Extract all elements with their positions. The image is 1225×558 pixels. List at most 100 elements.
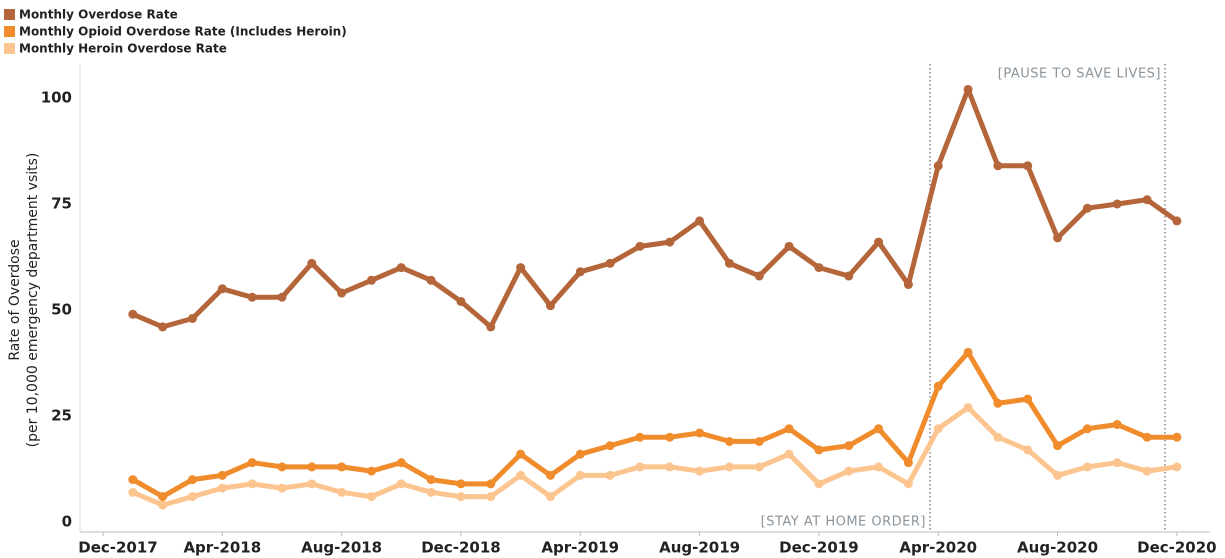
data-point — [844, 466, 854, 476]
data-point — [1082, 203, 1092, 213]
x-tick-label: Dec-2017 — [78, 539, 158, 557]
data-point — [247, 292, 257, 302]
data-point — [187, 492, 197, 502]
legend-swatch — [4, 43, 15, 54]
x-tick-label: Apr-2018 — [183, 539, 261, 557]
data-point — [516, 470, 526, 480]
data-point — [874, 237, 884, 247]
data-point — [426, 487, 436, 497]
data-point — [874, 424, 884, 434]
data-point — [575, 267, 585, 277]
y-tick-label: 75 — [51, 194, 72, 212]
data-point — [545, 301, 555, 311]
data-point — [784, 449, 794, 459]
data-point — [366, 492, 376, 502]
data-point — [456, 492, 466, 502]
data-point — [337, 288, 347, 298]
data-point — [277, 483, 287, 493]
data-point — [754, 271, 764, 281]
data-point — [1082, 462, 1092, 472]
data-point — [1112, 419, 1122, 429]
data-point — [217, 284, 227, 294]
data-point — [486, 479, 496, 489]
data-point — [784, 424, 794, 434]
data-point — [933, 424, 943, 434]
data-point — [1112, 458, 1122, 468]
data-point — [396, 479, 406, 489]
data-point — [337, 487, 347, 497]
data-point — [695, 428, 705, 438]
annotation: [PAUSE TO SAVE LIVES] — [998, 67, 1161, 82]
data-point — [158, 322, 168, 332]
data-point — [963, 403, 973, 413]
data-point — [158, 500, 168, 510]
data-point — [665, 462, 675, 472]
data-point — [814, 263, 824, 273]
data-point — [1053, 441, 1063, 451]
data-point — [993, 398, 1003, 408]
y-tick-label: 0 — [62, 513, 72, 531]
data-point — [426, 475, 436, 485]
data-point — [993, 432, 1003, 442]
data-point — [754, 436, 764, 446]
data-point — [486, 492, 496, 502]
y-axis-label: (per 10,000 emergency department vsits) — [25, 153, 41, 448]
data-point — [1023, 394, 1033, 404]
data-point — [665, 237, 675, 247]
x-tick-label: Apr-2020 — [899, 539, 977, 557]
legend-label: Monthly Overdose Rate — [19, 8, 178, 22]
data-point — [277, 292, 287, 302]
data-point — [366, 275, 376, 285]
data-point — [605, 470, 615, 480]
data-point — [963, 347, 973, 357]
series-line — [131, 86, 1179, 330]
data-point — [933, 381, 943, 391]
data-point — [993, 161, 1003, 171]
data-point — [277, 462, 287, 472]
data-point — [307, 258, 317, 268]
data-point — [814, 445, 824, 455]
data-point — [605, 258, 615, 268]
data-point — [128, 475, 138, 485]
data-point — [1142, 466, 1152, 476]
data-point — [545, 492, 555, 502]
data-point — [1142, 432, 1152, 442]
data-point — [426, 275, 436, 285]
series-line — [131, 405, 1178, 508]
data-point — [1172, 432, 1182, 442]
data-point — [516, 263, 526, 273]
data-point — [187, 475, 197, 485]
data-point — [307, 479, 317, 489]
data-point — [337, 462, 347, 472]
x-tick-label: Aug-2019 — [659, 539, 740, 557]
data-point — [1142, 195, 1152, 205]
legend-swatch — [4, 26, 15, 37]
data-point — [665, 432, 675, 442]
data-point — [903, 280, 913, 290]
annotation: [STAY AT HOME ORDER] — [761, 515, 926, 530]
data-point — [396, 263, 406, 273]
y-axis-label: Rate of Overdose — [7, 239, 23, 360]
y-tick-label: 50 — [51, 300, 72, 318]
legend-label: Monthly Opioid Overdose Rate (Includes H… — [19, 25, 347, 39]
legend-swatch — [4, 9, 15, 20]
data-point — [307, 462, 317, 472]
data-point — [128, 309, 138, 319]
x-tick-label: Aug-2018 — [301, 539, 382, 557]
x-tick-label: Dec-2018 — [421, 539, 501, 557]
data-point — [605, 441, 615, 451]
x-tick-label: Aug-2020 — [1017, 539, 1098, 557]
data-point — [1172, 462, 1182, 472]
x-tick-label: Dec-2020 — [1137, 539, 1217, 557]
data-point — [158, 492, 168, 502]
data-point — [1023, 445, 1033, 455]
data-point — [635, 432, 645, 442]
data-point — [516, 449, 526, 459]
data-point — [1112, 199, 1122, 209]
data-point — [366, 466, 376, 476]
y-tick-label: 25 — [51, 406, 72, 424]
data-point — [456, 296, 466, 306]
legend-label: Monthly Heroin Overdose Rate — [19, 42, 227, 56]
data-point — [247, 458, 257, 468]
